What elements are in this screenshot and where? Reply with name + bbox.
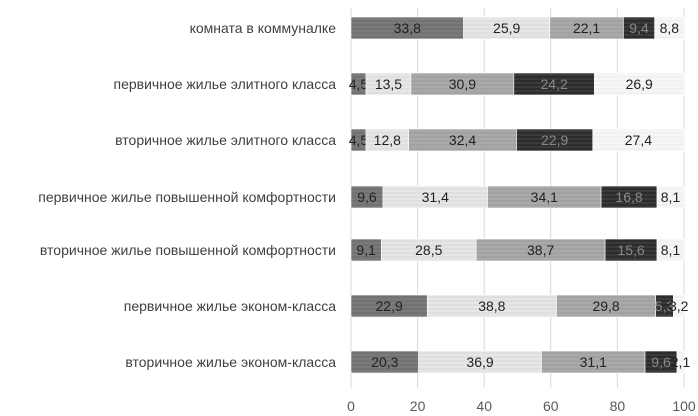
data-label: 22,9 xyxy=(376,298,403,314)
data-label: 13,5 xyxy=(375,76,402,92)
data-label: 5,3 xyxy=(655,298,675,314)
data-label: 22,9 xyxy=(541,132,568,148)
category-label: вторичное жилье повышенной комфортности xyxy=(40,242,336,258)
data-label: 28,5 xyxy=(415,242,442,258)
data-label: 38,8 xyxy=(478,298,505,314)
x-tick-label: 40 xyxy=(476,398,492,414)
data-label: 2,1 xyxy=(671,354,691,370)
data-label: 16,8 xyxy=(615,189,642,205)
data-label: 3,2 xyxy=(669,298,689,314)
x-tick-label: 60 xyxy=(543,398,559,414)
bar-segment xyxy=(673,294,685,318)
data-label: 22,1 xyxy=(573,20,600,36)
data-label: 9,1 xyxy=(356,242,376,258)
data-label: 4,5 xyxy=(349,76,369,92)
data-label: 26,9 xyxy=(626,76,653,92)
data-label: 36,9 xyxy=(466,354,493,370)
data-label: 33,8 xyxy=(394,20,421,36)
data-label: 9,4 xyxy=(629,20,649,36)
data-label: 25,9 xyxy=(493,20,520,36)
data-label: 29,8 xyxy=(592,298,619,314)
data-label: 8,1 xyxy=(661,242,681,258)
category-label: комната в коммуналке xyxy=(190,20,337,36)
bar-segment xyxy=(676,350,685,374)
x-tick-label: 80 xyxy=(610,398,626,414)
data-label: 20,3 xyxy=(371,354,398,370)
data-label: 12,8 xyxy=(374,132,401,148)
data-label: 8,1 xyxy=(661,189,681,205)
bars: 33,8 25,9 22,1 9,4 8,8 4,5 13,5 30,9 24,2 26,9 4,5… xyxy=(349,16,691,374)
bar-segment xyxy=(654,16,685,40)
data-label: 9,6 xyxy=(651,354,671,370)
category-labels: комната в коммуналке первичное жилье элит… xyxy=(38,20,336,370)
data-label: 34,1 xyxy=(531,189,558,205)
category-label: вторичное жилье эконом-класса xyxy=(125,354,336,370)
bar-segment xyxy=(594,72,685,96)
bar-segment xyxy=(656,185,685,209)
x-tick-label: 0 xyxy=(347,398,355,414)
data-label: 27,4 xyxy=(625,132,652,148)
data-label: 9,6 xyxy=(357,189,377,205)
category-label: первичное жилье эконом-класса xyxy=(124,298,336,314)
data-label: 32,4 xyxy=(449,132,476,148)
data-label: 30,9 xyxy=(449,76,476,92)
category-label: первичное жилье элитного класса xyxy=(114,76,337,92)
data-label: 38,7 xyxy=(527,242,554,258)
data-label: 31,4 xyxy=(422,189,449,205)
data-label: 4,5 xyxy=(349,132,369,148)
x-tick-label: 20 xyxy=(410,398,426,414)
data-label: 31,1 xyxy=(580,354,607,370)
category-label: вторичное жилье элитного класса xyxy=(115,132,336,148)
data-label: 8,8 xyxy=(660,20,680,36)
category-label: первичное жилье повышенной комфортности xyxy=(38,189,336,205)
bar-segment xyxy=(656,238,685,262)
data-label: 15,6 xyxy=(617,242,644,258)
data-label: 24,2 xyxy=(541,76,568,92)
x-tick-label: 100 xyxy=(672,398,696,414)
x-axis-ticks: 0 20 40 60 80 100 xyxy=(347,398,696,414)
bar-segment xyxy=(592,128,685,152)
